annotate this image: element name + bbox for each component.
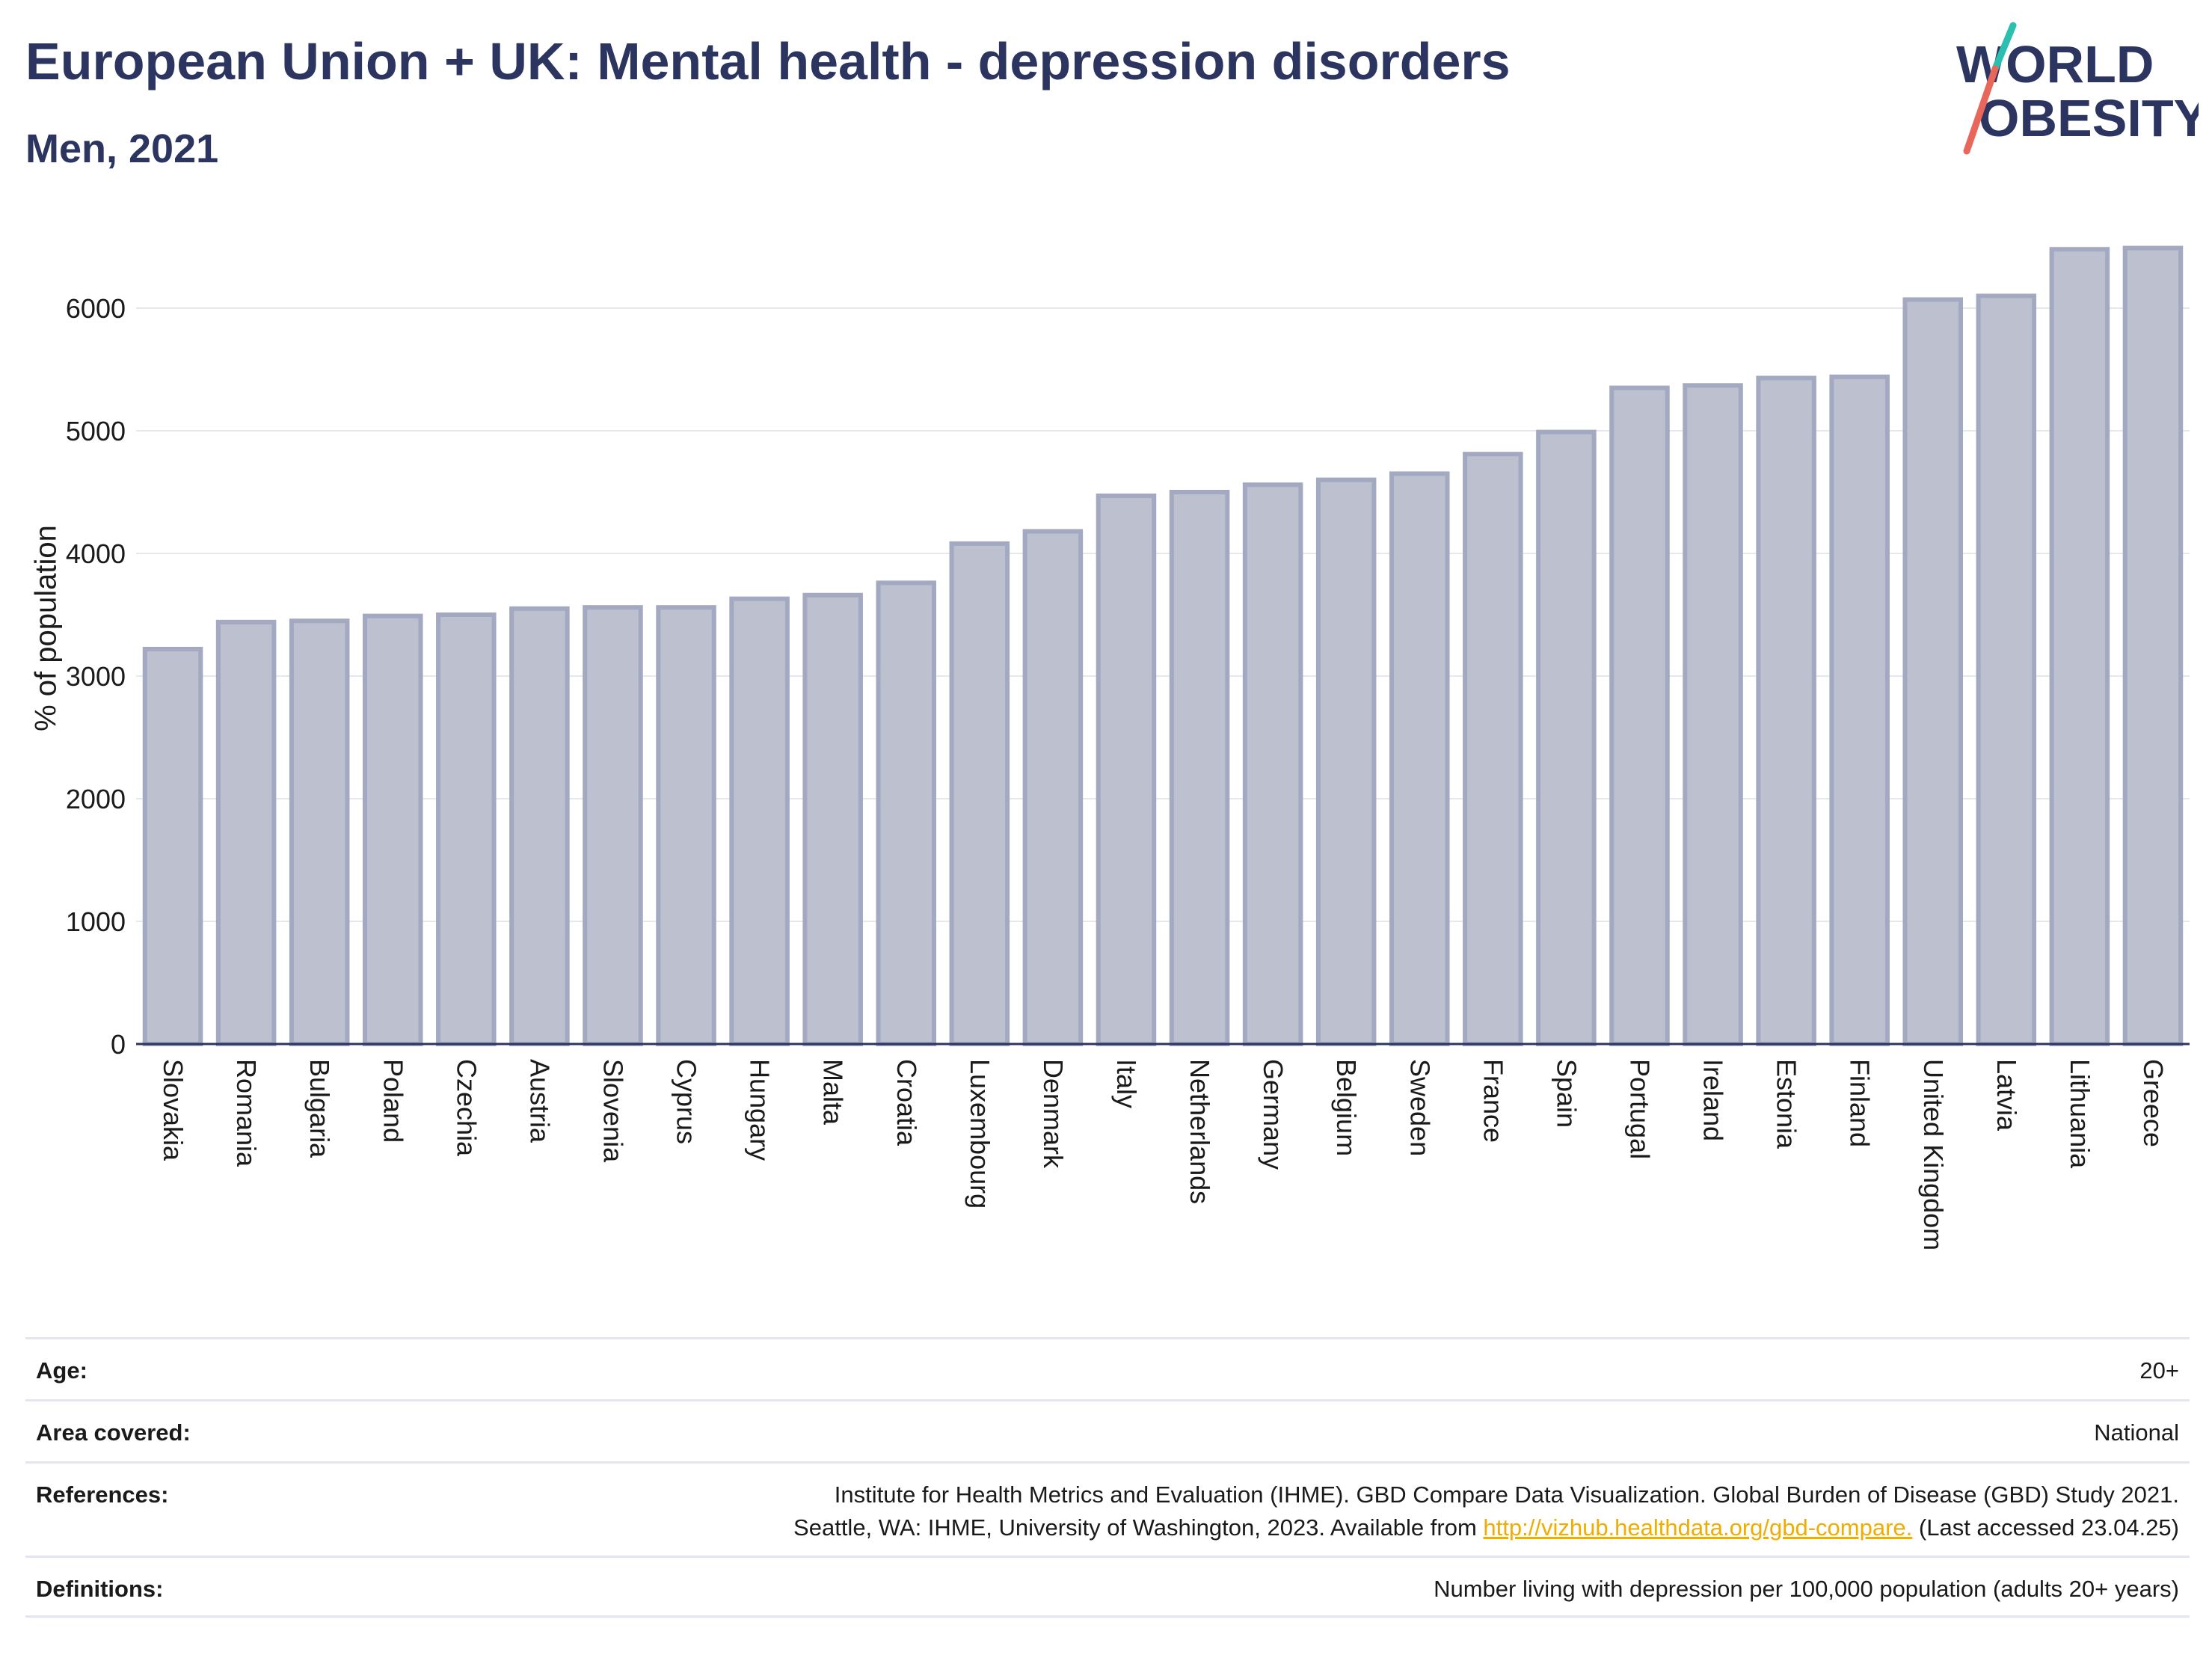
x-tick-label: Spain <box>1551 1059 1582 1128</box>
reference-line1: Institute for Health Metrics and Evaluat… <box>834 1481 2179 1508</box>
bar <box>1976 293 2037 1047</box>
bar <box>876 580 937 1046</box>
bar <box>729 596 790 1046</box>
x-tick-label: Finland <box>1845 1059 1875 1147</box>
x-tick-label: Belgium <box>1331 1059 1362 1156</box>
bar <box>2122 245 2184 1046</box>
x-tick-label: Cyprus <box>672 1059 702 1144</box>
bar <box>1756 375 1816 1047</box>
y-tick-label: 2000 <box>66 784 126 814</box>
bar <box>436 612 497 1046</box>
x-tick-label: Malta <box>818 1059 849 1126</box>
y-tick-label: 3000 <box>66 661 126 692</box>
x-tick-label: Denmark <box>1038 1059 1069 1169</box>
bar <box>1242 482 1303 1046</box>
y-tick-label: 5000 <box>66 416 126 446</box>
bar <box>1315 477 1377 1046</box>
logo-slash-teal <box>1991 22 2017 73</box>
chart-subtitle: Men, 2021 <box>25 126 219 171</box>
info-table: Age: 20+ Area covered: National Referenc… <box>25 1337 2190 1618</box>
x-tick-label: Greece <box>2138 1059 2169 1147</box>
info-row-definitions: Definitions: Number living with depressi… <box>25 1556 2190 1618</box>
info-row-area: Area covered: National <box>25 1399 2190 1461</box>
x-tick-label: Czechia <box>451 1059 482 1157</box>
info-key-references: References: <box>36 1481 169 1508</box>
info-key-age: Age: <box>36 1357 87 1384</box>
bar <box>1096 493 1157 1046</box>
info-value-references: Institute for Health Metrics and Evaluat… <box>793 1479 2190 1544</box>
bar <box>1609 385 1670 1046</box>
chart-title: European Union + UK: Mental health - dep… <box>25 32 1511 90</box>
x-tick-label: Hungary <box>745 1059 775 1161</box>
bar <box>1683 383 1743 1046</box>
reference-link[interactable]: http://vizhub.healthdata.org/gbd-compare… <box>1483 1514 1913 1541</box>
bar <box>1022 529 1084 1046</box>
x-tick-label: Austria <box>524 1059 555 1143</box>
info-value-definitions: Number living with depression per 100,00… <box>1434 1576 2179 1602</box>
bar <box>289 618 350 1046</box>
x-tick-label: Bulgaria <box>304 1059 335 1158</box>
bar <box>949 541 1010 1046</box>
x-tick-label: Romania <box>231 1059 262 1167</box>
logo-slash-red <box>1963 65 1999 155</box>
y-tick-label: 6000 <box>66 293 126 324</box>
bar <box>142 646 203 1046</box>
logo-line2: OBESITY <box>1979 89 2199 147</box>
bar <box>362 613 423 1046</box>
bar <box>656 605 716 1046</box>
x-tick-label: Slovenia <box>597 1059 628 1163</box>
bar-chart: 0 1000 2000 3000 4000 5000 6000 Slovakia Romania… <box>66 245 2190 1250</box>
world-obesity-logo: WORLD OBESITY <box>1956 22 2199 155</box>
x-tick-label: Slovakia <box>158 1059 188 1161</box>
bar <box>1169 490 1230 1046</box>
reference-line2: Seattle, WA: IHME, University of Washing… <box>793 1514 1484 1541</box>
x-tick-label: Netherlands <box>1185 1059 1215 1204</box>
x-tick-label: Latvia <box>1991 1059 2022 1132</box>
bar <box>1389 471 1450 1046</box>
info-row-age: Age: 20+ <box>25 1337 2190 1399</box>
x-tick-label: Portugal <box>1624 1059 1655 1159</box>
y-tick-label: 1000 <box>66 906 126 937</box>
x-tick-label: Estonia <box>1772 1059 1802 1149</box>
x-tick-label: Croatia <box>891 1059 922 1146</box>
bar <box>1536 429 1597 1046</box>
x-tick-label: France <box>1478 1059 1508 1143</box>
bar <box>1902 297 1964 1046</box>
bar <box>583 605 643 1046</box>
x-tick-label: Lithuania <box>2065 1059 2095 1169</box>
info-key-definitions: Definitions: <box>36 1576 164 1602</box>
y-tick-label: 0 <box>111 1029 126 1060</box>
x-tick-label: Italy <box>1111 1059 1142 1108</box>
bar <box>802 592 863 1046</box>
x-tick-label: Sweden <box>1404 1059 1435 1156</box>
info-key-area: Area covered: <box>36 1419 191 1446</box>
info-value-age: 20+ <box>2139 1357 2179 1384</box>
bar <box>215 619 277 1046</box>
info-value-area: National <box>2094 1419 2179 1446</box>
x-tick-label: United Kingdom <box>1918 1059 1949 1250</box>
y-tick-label: 4000 <box>66 538 126 569</box>
bar <box>1829 374 1890 1046</box>
x-tick-label: Germany <box>1258 1059 1288 1170</box>
y-axis-label: % of population <box>29 525 63 731</box>
info-row-references: References: Institute for Health Metrics… <box>25 1461 2190 1556</box>
bar <box>1463 452 1523 1046</box>
x-tick-label: Poland <box>378 1059 408 1143</box>
x-tick-label: Ireland <box>1698 1059 1729 1141</box>
bar <box>2049 247 2110 1046</box>
bar <box>509 606 570 1046</box>
reference-accessed: (Last accessed 23.04.25) <box>1912 1514 2179 1541</box>
x-tick-label: Luxembourg <box>965 1059 995 1209</box>
